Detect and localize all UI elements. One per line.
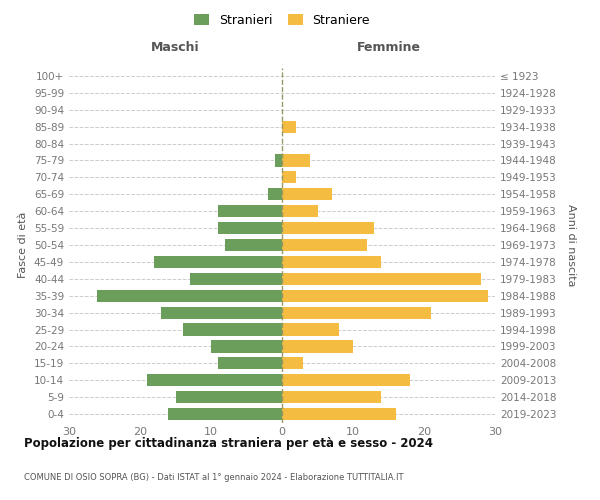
Y-axis label: Fasce di età: Fasce di età xyxy=(19,212,28,278)
Bar xyxy=(282,239,367,251)
Bar xyxy=(282,290,488,302)
Bar xyxy=(282,188,332,200)
Bar xyxy=(282,120,296,133)
Bar xyxy=(282,391,382,403)
Bar xyxy=(282,408,395,420)
Bar xyxy=(282,306,431,318)
Bar xyxy=(161,306,282,318)
Bar xyxy=(282,256,382,268)
Text: Popolazione per cittadinanza straniera per età e sesso - 2024: Popolazione per cittadinanza straniera p… xyxy=(24,438,433,450)
Bar xyxy=(190,272,282,285)
Y-axis label: Anni di nascita: Anni di nascita xyxy=(566,204,576,286)
Bar xyxy=(282,374,410,386)
Bar xyxy=(282,172,296,183)
Bar xyxy=(97,290,282,302)
Bar xyxy=(282,340,353,352)
Bar xyxy=(268,188,282,200)
Bar xyxy=(211,340,282,352)
Bar xyxy=(176,391,282,403)
Bar xyxy=(218,205,282,218)
Bar xyxy=(282,324,339,336)
Text: Femmine: Femmine xyxy=(356,41,421,54)
Bar xyxy=(282,272,481,285)
Bar xyxy=(154,256,282,268)
Legend: Stranieri, Straniere: Stranieri, Straniere xyxy=(189,8,375,32)
Text: Maschi: Maschi xyxy=(151,41,200,54)
Bar xyxy=(169,408,282,420)
Bar xyxy=(225,239,282,251)
Bar xyxy=(182,324,282,336)
Text: COMUNE DI OSIO SOPRA (BG) - Dati ISTAT al 1° gennaio 2024 - Elaborazione TUTTITA: COMUNE DI OSIO SOPRA (BG) - Dati ISTAT a… xyxy=(24,473,404,482)
Bar xyxy=(282,357,304,370)
Bar xyxy=(282,154,310,166)
Bar xyxy=(218,222,282,234)
Bar xyxy=(282,222,374,234)
Bar xyxy=(218,357,282,370)
Bar xyxy=(147,374,282,386)
Bar xyxy=(275,154,282,166)
Bar xyxy=(282,205,317,218)
